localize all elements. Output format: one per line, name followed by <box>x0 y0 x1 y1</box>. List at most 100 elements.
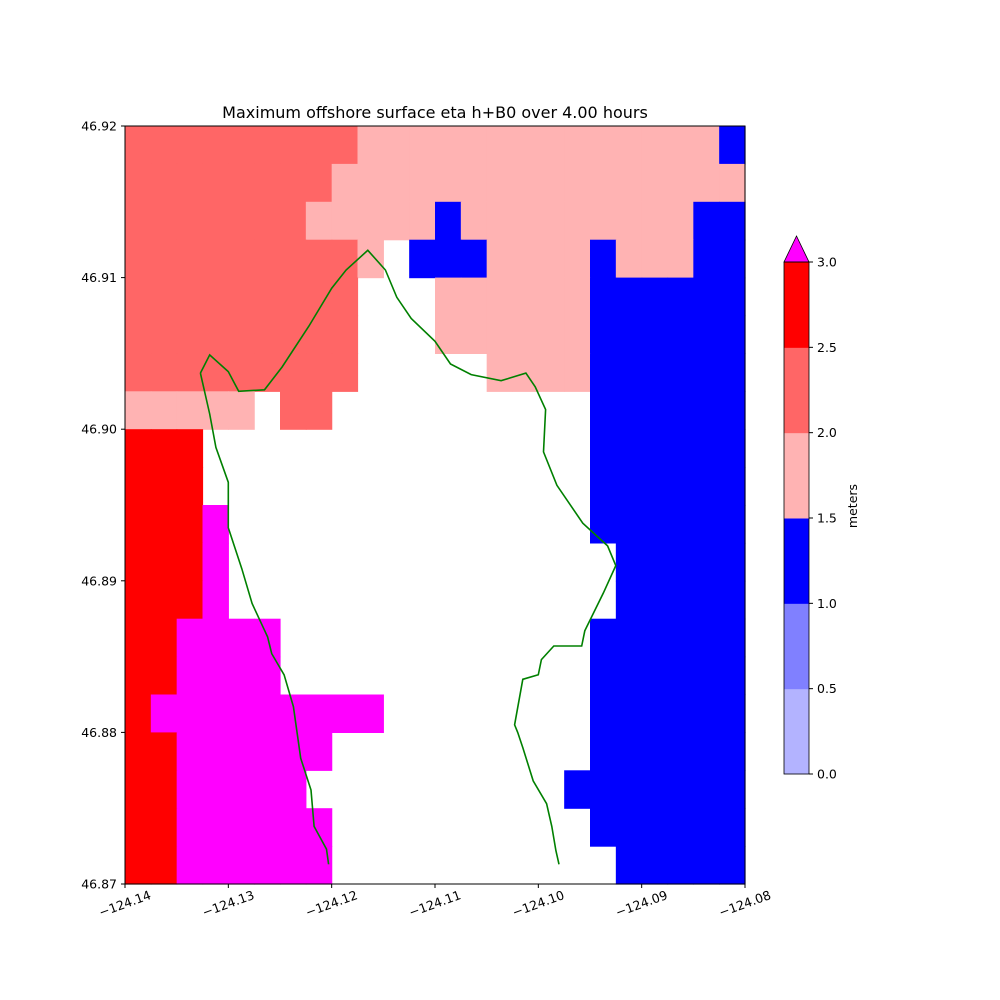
heatmap-cell <box>176 580 204 620</box>
heatmap-cell <box>125 391 152 430</box>
heatmap-cell <box>590 126 617 165</box>
heatmap-cell <box>176 163 204 203</box>
heatmap-cell <box>202 694 229 733</box>
heatmap-cell <box>228 618 255 658</box>
heatmap-cell <box>667 126 694 165</box>
heatmap-cell <box>615 391 643 430</box>
heatmap-cell <box>150 770 178 809</box>
heatmap-cell <box>331 315 359 354</box>
heatmap-cell <box>305 694 333 733</box>
heatmap-cell <box>176 353 204 392</box>
heatmap-cell <box>590 467 617 506</box>
heatmap-cell <box>641 732 669 771</box>
colorbar-tick-label: 2.0 <box>817 425 837 440</box>
heatmap-cell <box>357 126 384 165</box>
heatmap-cell <box>719 163 746 203</box>
x-tick-label: −124.12 <box>303 887 359 920</box>
heatmap-cell <box>564 239 591 279</box>
heatmap-cell <box>176 201 204 241</box>
heatmap-cell <box>641 770 669 809</box>
heatmap-cell <box>150 277 178 317</box>
heatmap-cell <box>693 580 720 620</box>
heatmap-cell <box>305 808 333 847</box>
heatmap-cell <box>125 429 152 468</box>
heatmap-cell <box>590 808 617 847</box>
heatmap-cell <box>615 126 643 165</box>
heatmap-cell <box>693 732 720 771</box>
heatmap-cell <box>512 163 539 203</box>
heatmap-cell <box>641 353 669 392</box>
heatmap-cells <box>125 126 746 885</box>
heatmap-cell <box>615 694 643 733</box>
heatmap-cell <box>331 694 359 733</box>
y-tick-label: 46.92 <box>81 119 117 134</box>
heatmap-cell <box>512 315 539 354</box>
heatmap-cell <box>564 201 591 241</box>
heatmap-cell <box>305 239 333 279</box>
coastline <box>199 249 617 865</box>
heatmap-cell <box>693 694 720 733</box>
colorbar-tick-label: 3.0 <box>817 255 837 270</box>
heatmap-cell <box>460 315 488 354</box>
heatmap-cell <box>202 353 229 392</box>
heatmap-cell <box>202 656 229 696</box>
heatmap-cell <box>150 429 178 468</box>
heatmap-cell <box>125 277 152 317</box>
heatmap-cell <box>512 277 539 317</box>
heatmap-cell <box>125 808 152 847</box>
heatmap-cell <box>615 656 643 696</box>
heatmap-cell <box>564 163 591 203</box>
heatmap-cell <box>228 770 255 809</box>
heatmap-cell <box>564 126 591 165</box>
heatmap-cell <box>460 277 488 317</box>
heatmap-cell <box>331 201 359 241</box>
heatmap-cell <box>667 429 694 468</box>
heatmap-cell <box>719 808 746 847</box>
heatmap-cell <box>280 126 307 165</box>
heatmap-cell <box>590 429 617 468</box>
heatmap-cell <box>357 694 384 733</box>
heatmap-cell <box>615 580 643 620</box>
heatmap-cell <box>719 239 746 279</box>
heatmap-cell <box>590 694 617 733</box>
heatmap-cell <box>615 505 643 544</box>
heatmap-cell <box>409 163 436 203</box>
heatmap-cell <box>667 808 694 847</box>
heatmap-cell <box>254 201 281 241</box>
heatmap-cell <box>176 542 204 582</box>
heatmap-cell <box>435 277 462 317</box>
heatmap-cell <box>641 656 669 696</box>
heatmap-cell <box>254 315 281 354</box>
heatmap-cell <box>202 126 229 165</box>
heatmap-cell <box>719 542 746 582</box>
heatmap-cell <box>280 353 307 392</box>
heatmap-cell <box>719 846 746 885</box>
heatmap-cell <box>719 201 746 241</box>
heatmap-cell <box>693 618 720 658</box>
heatmap-cell <box>125 353 152 392</box>
heatmap-cell <box>202 808 229 847</box>
heatmap-cell <box>615 467 643 506</box>
heatmap-cell <box>693 429 720 468</box>
heatmap-cell <box>125 126 152 165</box>
heatmap-cell <box>150 505 178 544</box>
heatmap-cell <box>280 239 307 279</box>
heatmap-cell <box>125 163 152 203</box>
heatmap-cell <box>719 732 746 771</box>
heatmap-cell <box>125 770 152 809</box>
heatmap-cell <box>641 467 669 506</box>
heatmap-cell <box>667 618 694 658</box>
heatmap-cell <box>150 201 178 241</box>
heatmap-cell <box>564 770 591 809</box>
heatmap-cell <box>693 770 720 809</box>
heatmap-cell <box>176 656 204 696</box>
heatmap-cell <box>176 846 204 885</box>
heatmap-cell <box>305 163 333 203</box>
heatmap-cell <box>641 429 669 468</box>
heatmap-cell <box>719 580 746 620</box>
heatmap-cell <box>538 239 565 279</box>
heatmap-cell <box>615 277 643 317</box>
heatmap-cell <box>615 315 643 354</box>
colorbar-segment <box>784 432 809 519</box>
heatmap-cell <box>693 315 720 354</box>
